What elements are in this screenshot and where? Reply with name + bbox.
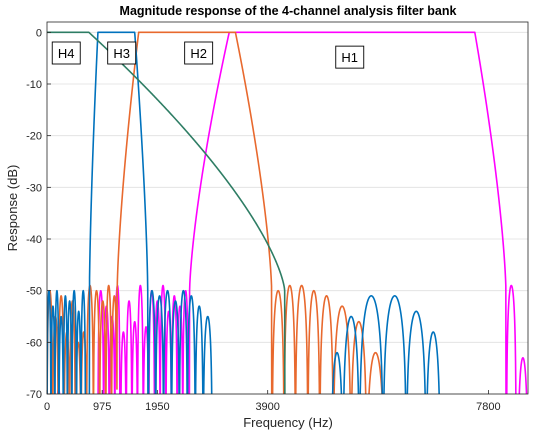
- y-axis-label: Response (dB): [5, 165, 20, 252]
- curve-label-text: H1: [341, 50, 358, 65]
- y-tick-label: -60: [26, 337, 42, 349]
- y-tick-label: -50: [26, 286, 42, 298]
- x-tick-label: 975: [93, 401, 111, 413]
- y-tick-label: -20: [26, 131, 42, 143]
- series-line-h2: [47, 31, 383, 394]
- y-tick-label: 0: [36, 27, 42, 39]
- curve-label-text: H3: [113, 46, 130, 61]
- y-tick-label: -70: [26, 389, 42, 401]
- series-line-h3: [47, 31, 440, 394]
- x-tick-label: 1950: [145, 401, 169, 413]
- curve-label-h1: H1: [335, 45, 365, 69]
- axis-ticks: 0-10-20-30-40-50-60-700 975 1950 3900 7800: [26, 27, 501, 413]
- curve-label-text: H4: [58, 46, 75, 61]
- chart-title: Magnitude response of the 4-channel anal…: [120, 4, 457, 18]
- curve-label-h3: H3: [107, 41, 137, 65]
- series-layer: [47, 31, 528, 394]
- curve-label-box: [335, 45, 365, 69]
- series-line-h1: [56, 31, 528, 394]
- y-tick-label: -10: [26, 79, 42, 91]
- curve-label-text: H2: [190, 46, 207, 61]
- x-axis-label: Frequency (Hz): [243, 415, 333, 430]
- x-tick-label: 0: [44, 401, 50, 413]
- x-tick-label: 7800: [476, 401, 500, 413]
- curve-label-h2: H2: [184, 41, 214, 65]
- x-tick-label: 3900: [255, 401, 279, 413]
- curve-label-box: [107, 41, 137, 65]
- curve-labels: H4 H3 H2 H1: [51, 41, 365, 69]
- curve-label-box: [51, 41, 81, 65]
- plot-area: [47, 31, 528, 394]
- y-tick-label: -30: [26, 182, 42, 194]
- plot-frame: [46, 21, 529, 395]
- curve-label-h4: H4: [51, 41, 81, 65]
- y-tick-label: -40: [26, 234, 42, 246]
- series-line-h4: [47, 31, 286, 394]
- curve-label-box: [184, 41, 214, 65]
